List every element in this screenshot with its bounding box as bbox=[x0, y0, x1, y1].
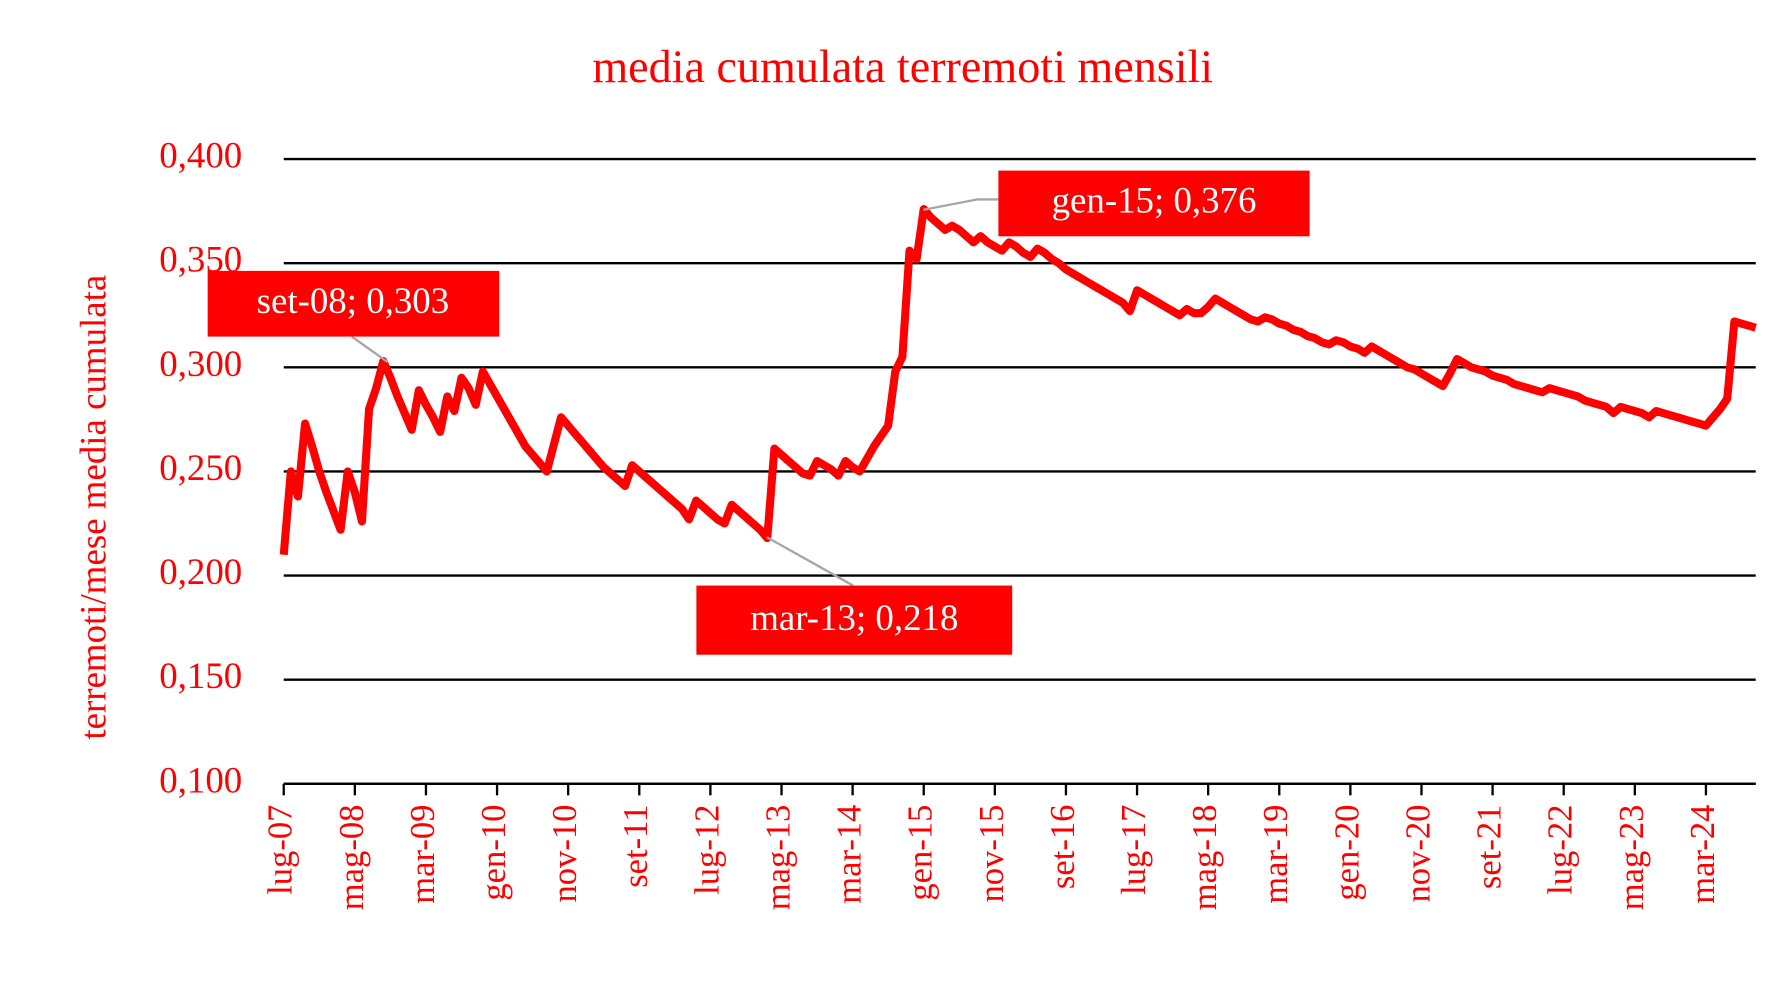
y-tick-label: 0,250 bbox=[159, 447, 242, 488]
x-tick-label: lug-22 bbox=[1542, 805, 1580, 895]
y-tick-label: 0,400 bbox=[159, 135, 242, 176]
leader-line bbox=[923, 198, 999, 211]
annotation-text: mar-13; 0,218 bbox=[750, 597, 958, 638]
x-tick-label: set-11 bbox=[617, 805, 655, 888]
plot-area: 0,1000,1500,2000,2500,3000,3500,400lug-0… bbox=[159, 135, 1757, 911]
y-axis-label: terremoti/mese media cumulata bbox=[72, 275, 113, 740]
annotation: mar-13; 0,218 bbox=[696, 536, 1013, 655]
annotation-box bbox=[207, 270, 500, 337]
data-line bbox=[279, 205, 1757, 556]
annotation-box bbox=[696, 585, 1013, 655]
annotation-box bbox=[998, 170, 1310, 237]
annotation-text: set-08; 0,303 bbox=[257, 280, 450, 321]
x-tick-label: mag-13 bbox=[759, 805, 797, 911]
x-tick-label: set-16 bbox=[1044, 805, 1082, 890]
y-tick-label: 0,150 bbox=[159, 655, 242, 696]
x-tick-label: mar-24 bbox=[1684, 805, 1722, 904]
leader-line bbox=[351, 335, 389, 363]
y-tick-label: 0,200 bbox=[159, 551, 242, 592]
x-tick-label: nov-15 bbox=[973, 805, 1011, 903]
x-tick-label: gen-15 bbox=[902, 805, 940, 901]
x-tick-label: gen-20 bbox=[1328, 805, 1366, 901]
annotation: gen-15; 0,376 bbox=[923, 170, 1310, 237]
x-tick-label: set-21 bbox=[1471, 805, 1509, 890]
annotation-text: gen-15; 0,376 bbox=[1052, 179, 1257, 220]
x-tick-label: mar-14 bbox=[831, 805, 869, 904]
x-tick-label: mag-18 bbox=[1186, 805, 1224, 911]
x-tick-label: mag-08 bbox=[333, 805, 371, 911]
x-tick-label: gen-10 bbox=[475, 805, 513, 901]
x-tick-label: mag-23 bbox=[1613, 805, 1651, 911]
x-tick-label: nov-20 bbox=[1399, 805, 1437, 903]
chart-title: media cumulata terremoti mensili bbox=[592, 41, 1213, 92]
x-tick-label: mar-19 bbox=[1257, 805, 1295, 904]
y-tick-label: 0,100 bbox=[159, 759, 242, 800]
x-tick-label: nov-10 bbox=[546, 805, 584, 903]
leader-line bbox=[766, 536, 854, 587]
y-tick-label: 0,300 bbox=[159, 343, 242, 384]
x-tick-label: lug-17 bbox=[1115, 805, 1153, 895]
x-tick-label: mar-09 bbox=[404, 805, 442, 904]
x-tick-label: lug-12 bbox=[688, 805, 726, 895]
x-tick-label: lug-07 bbox=[262, 805, 300, 895]
annotation: set-08; 0,303 bbox=[207, 270, 500, 363]
